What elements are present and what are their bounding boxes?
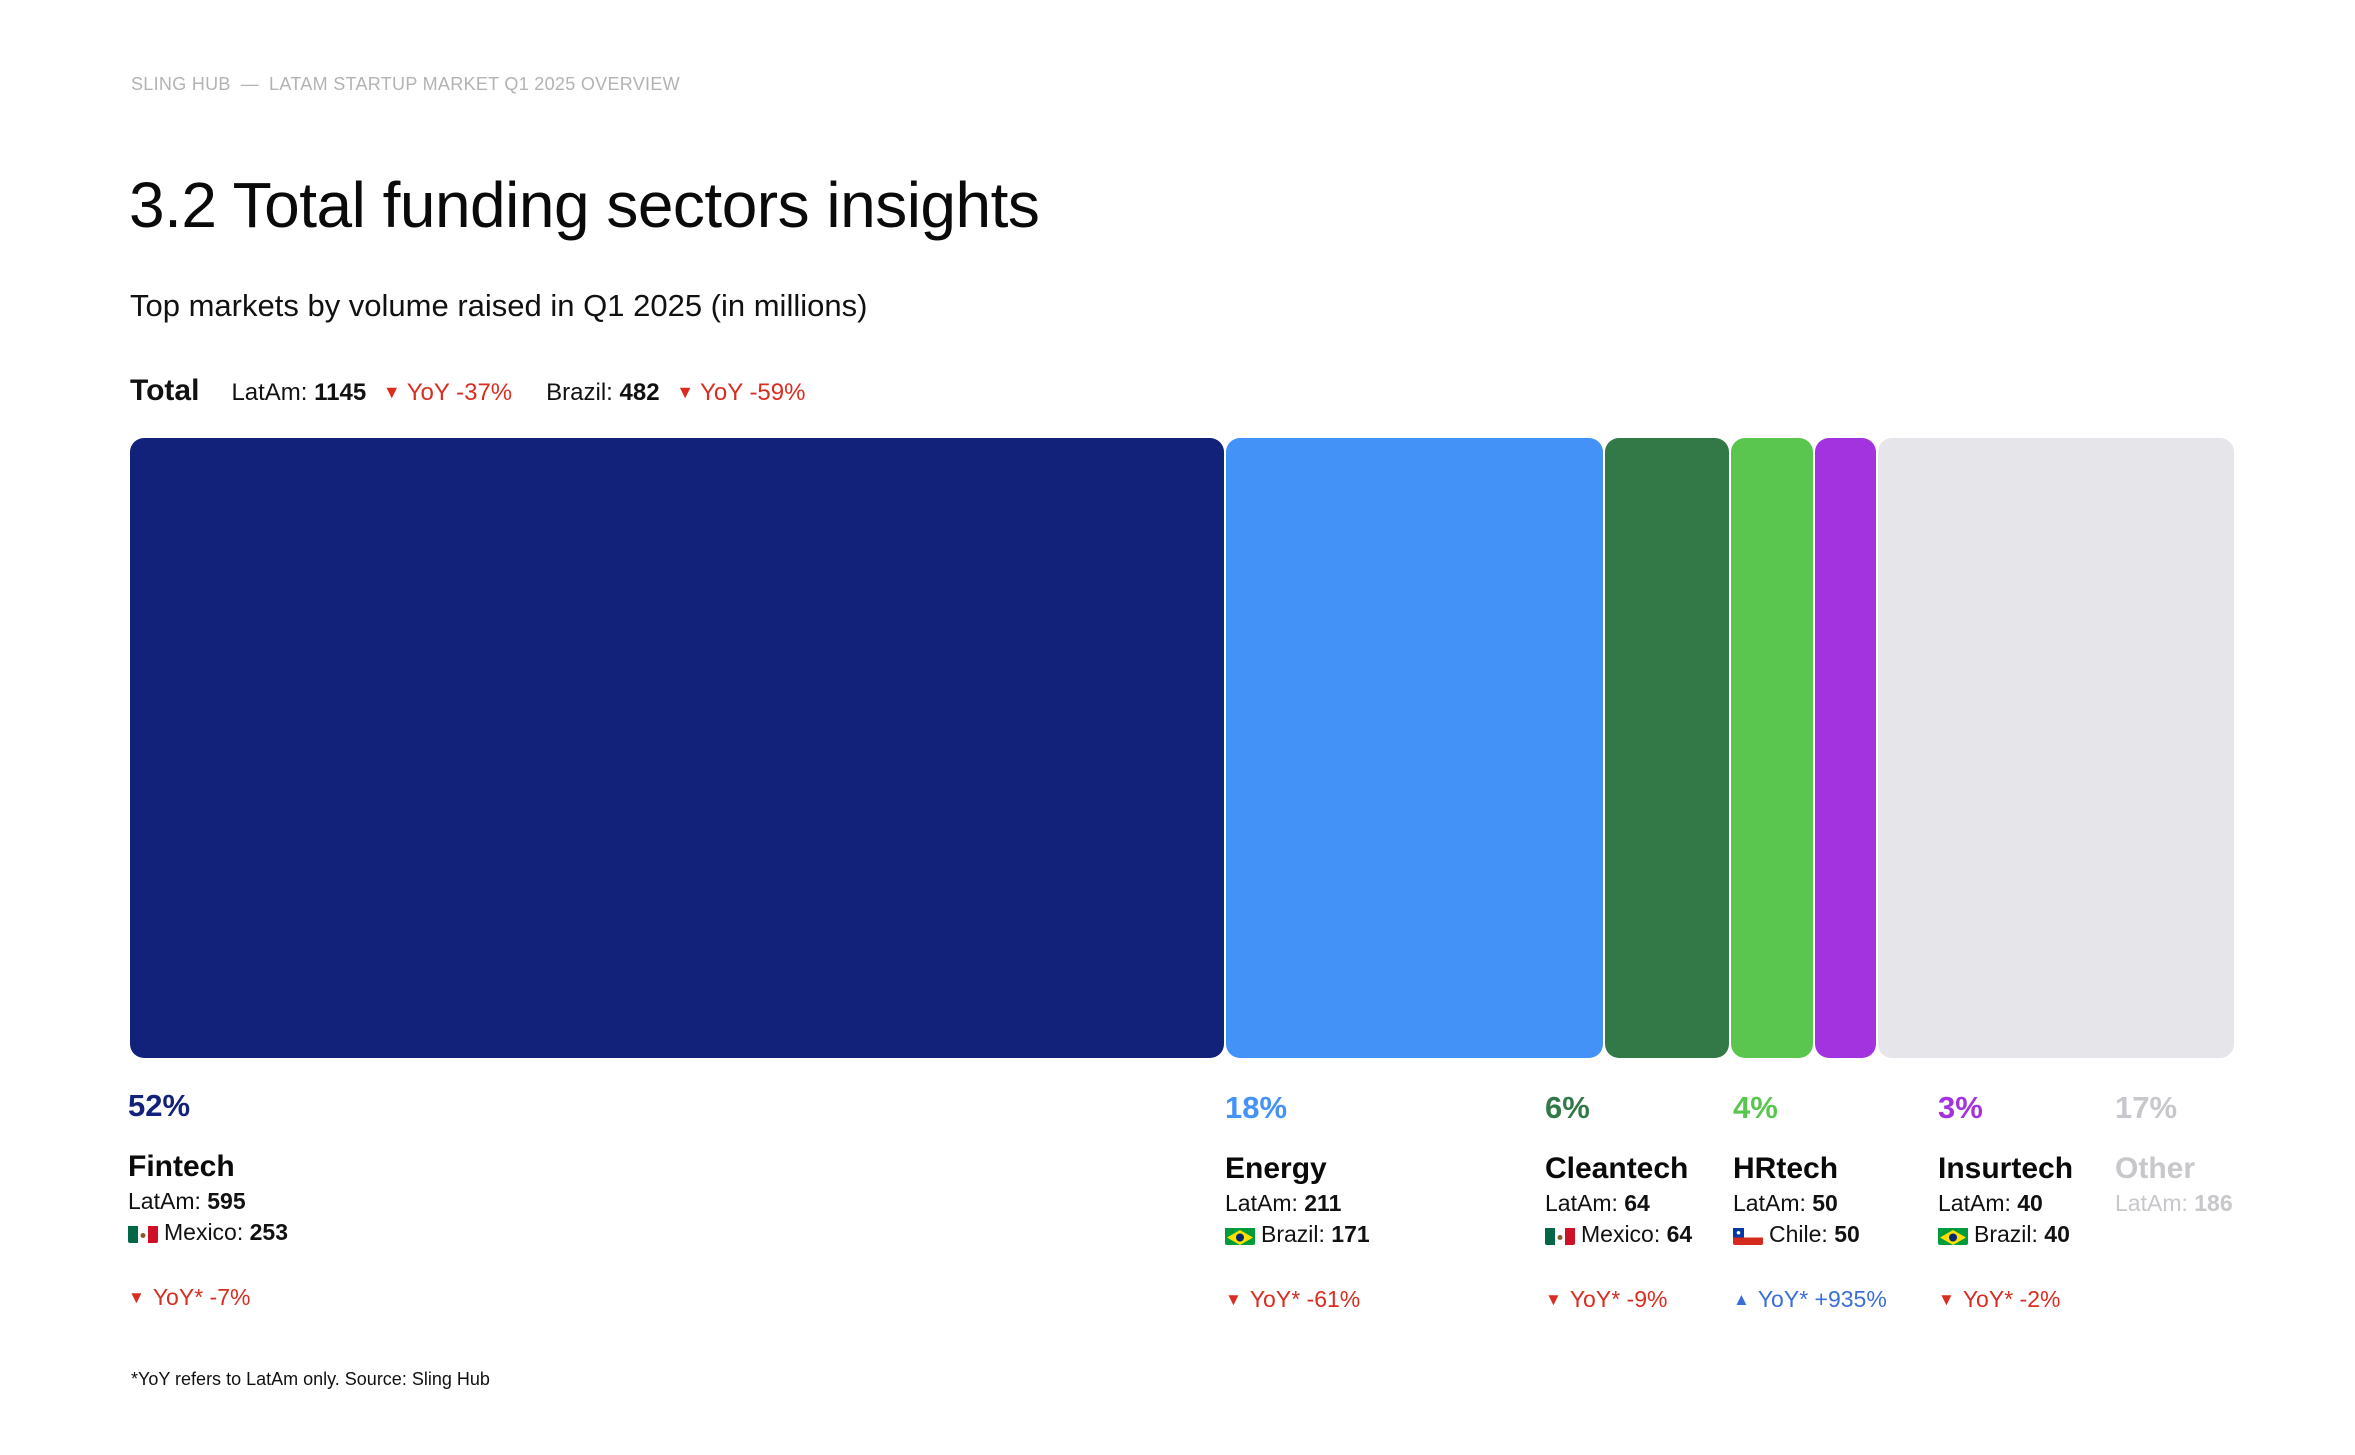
totals-label: Total	[130, 374, 200, 407]
totals-latam-yoy: YoY -37%	[406, 379, 513, 406]
latam-label: LatAm:	[2115, 1190, 2188, 1216]
footnote: *YoY refers to LatAm only. Source: Sling…	[131, 1369, 490, 1389]
latam-value: 186	[2194, 1190, 2233, 1216]
country-value: 40	[2044, 1221, 2070, 1247]
sector-latam: LatAm: 40	[1938, 1190, 2138, 1217]
sector-name: Fintech	[128, 1150, 235, 1183]
down-triangle-icon: ▼	[382, 382, 401, 402]
down-triangle-icon: ▼	[1225, 1290, 1242, 1309]
down-triangle-icon: ▼	[1938, 1290, 1955, 1309]
sector-percent: 18%	[1225, 1090, 1288, 1125]
sector-name: Cleantech	[1545, 1152, 1689, 1185]
sector-latam: LatAm: 64	[1545, 1190, 1745, 1217]
sector-top-country: Brazil: 40	[1938, 1221, 2138, 1248]
sector-percent: 17%	[2115, 1090, 2178, 1125]
yoy-value: YoY* -7%	[152, 1284, 251, 1310]
sector-latam: LatAm: 186	[2115, 1190, 2315, 1217]
country-label: Brazil:	[1974, 1221, 2038, 1247]
totals-brazil-label: Brazil:	[546, 379, 613, 406]
latam-value: 40	[2017, 1190, 2043, 1216]
bar-hrtech	[1731, 438, 1813, 1058]
sector-cleantech: 6% Cleantech LatAm: 64 Mexico: 64 ▼ YoY* -9%	[1545, 1090, 1745, 1313]
bar-energy	[1226, 438, 1603, 1058]
sector-hrtech: 4% HRtech LatAm: 50 Chile: 50 ▲ YoY* +935%	[1733, 1090, 1933, 1313]
latam-label: LatAm:	[1938, 1190, 2011, 1216]
yoy-value: YoY* -61%	[1249, 1286, 1361, 1312]
totals-brazil-yoy: YoY -59%	[700, 379, 806, 406]
report-name: LATAM STARTUP MARKET Q1 2025 OVERVIEW	[269, 74, 680, 94]
totals-brazil: Brazil: 482 ▼ YoY -59%	[546, 379, 805, 407]
totals-row: Total LatAm: 1145 ▼ YoY -37% Brazil: 482 …	[130, 374, 839, 414]
sector-yoy: ▲ YoY* +935%	[1733, 1286, 1933, 1313]
latam-value: 50	[1812, 1190, 1838, 1216]
sector-insurtech: 3% Insurtech LatAm: 40 Brazil: 40 ▼ YoY* -2%	[1938, 1090, 2138, 1313]
sector-fintech: 52% Fintech LatAm: 595 Mexico: 253 ▼ YoY* -7%	[128, 1088, 328, 1311]
sector-name: Other	[2115, 1152, 2196, 1185]
sector-other: 17% Other LatAm: 186	[2115, 1090, 2315, 1217]
chart-subtitle: Top markets by volume raised in Q1 2025 …	[130, 288, 868, 323]
sector-name: Insurtech	[1938, 1152, 2074, 1185]
bar-fintech	[130, 438, 1224, 1058]
sector-latam: LatAm: 595	[128, 1188, 328, 1215]
sector-top-country: Mexico: 64	[1545, 1221, 1745, 1248]
down-triangle-icon: ▼	[676, 382, 695, 402]
totals-brazil-value: 482	[619, 379, 660, 406]
yoy-value: YoY* -2%	[1962, 1286, 2061, 1312]
bar-insurtech	[1815, 438, 1876, 1058]
totals-latam-label: LatAm:	[231, 379, 308, 406]
sector-top-country: Brazil: 171	[1225, 1221, 1425, 1248]
bar-other	[1878, 438, 2234, 1058]
country-value: 64	[1666, 1221, 1693, 1247]
latam-label: LatAm:	[1225, 1190, 1298, 1216]
latam-value: 64	[1624, 1190, 1650, 1216]
country-label: Mexico:	[164, 1219, 244, 1245]
country-label: Brazil:	[1261, 1221, 1325, 1247]
sector-percent: 3%	[1938, 1090, 1983, 1125]
mexico-flag-icon	[1545, 1226, 1575, 1245]
sector-percent: 6%	[1545, 1090, 1590, 1125]
org-name: SLING HUB	[131, 74, 231, 94]
sector-latam: LatAm: 211	[1225, 1190, 1425, 1217]
country-value: 253	[249, 1219, 289, 1245]
sector-yoy: ▼ YoY* -2%	[1938, 1286, 2138, 1313]
page-title: 3.2 Total funding sectors insights	[129, 169, 1040, 241]
mexico-flag-icon	[128, 1224, 158, 1243]
header-separator: —	[240, 74, 260, 94]
country-label: Chile:	[1769, 1221, 1828, 1247]
sector-yoy: ▼ YoY* -61%	[1225, 1286, 1425, 1313]
sector-top-country: Chile: 50	[1733, 1221, 1933, 1248]
yoy-value: YoY* +935%	[1757, 1286, 1887, 1312]
brazil-flag-icon	[1225, 1226, 1255, 1245]
sector-yoy: ▼ YoY* -7%	[128, 1284, 328, 1311]
down-triangle-icon: ▼	[1545, 1290, 1562, 1309]
country-value: 50	[1834, 1221, 1860, 1247]
sector-energy: 18% Energy LatAm: 211 Brazil: 171 ▼ YoY* -61%	[1225, 1090, 1425, 1313]
bar-cleantech	[1605, 438, 1729, 1058]
country-label: Mexico:	[1581, 1221, 1661, 1247]
down-triangle-icon: ▼	[128, 1288, 145, 1307]
report-header: SLING HUB — LATAM STARTUP MARKET Q1 2025 O…	[131, 74, 680, 95]
sector-percent: 4%	[1733, 1090, 1778, 1125]
sector-yoy: ▼ YoY* -9%	[1545, 1286, 1745, 1313]
latam-label: LatAm:	[1545, 1190, 1618, 1216]
country-value: 171	[1331, 1221, 1370, 1247]
sector-name: Energy	[1225, 1152, 1327, 1185]
sector-latam: LatAm: 50	[1733, 1190, 1933, 1217]
latam-label: LatAm:	[1733, 1190, 1806, 1216]
yoy-value: YoY* -9%	[1569, 1286, 1668, 1312]
up-triangle-icon: ▲	[1733, 1290, 1750, 1309]
brazil-flag-icon	[1938, 1226, 1968, 1245]
latam-label: LatAm:	[128, 1188, 201, 1214]
totals-latam-value: 1145	[314, 379, 367, 406]
sector-top-country: Mexico: 253	[128, 1219, 328, 1246]
sector-name: HRtech	[1733, 1152, 1839, 1185]
latam-value: 595	[207, 1188, 246, 1214]
chile-flag-icon	[1733, 1226, 1763, 1245]
totals-latam: LatAm: 1145 ▼ YoY -37%	[231, 379, 512, 407]
latam-value: 211	[1304, 1190, 1342, 1216]
sector-percent: 52%	[128, 1088, 191, 1123]
